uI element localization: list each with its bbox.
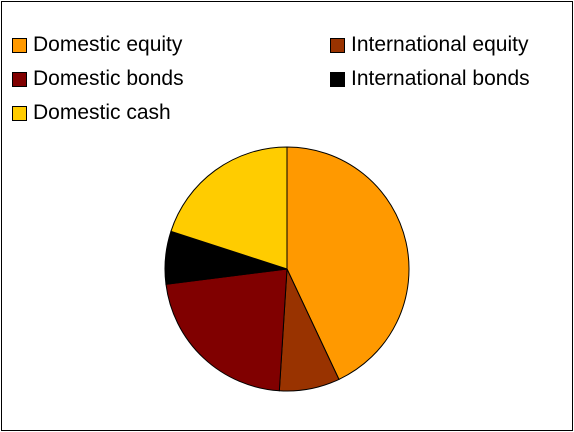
legend-label: International equity [351, 33, 529, 56]
pie-slice-domestic-equity [286, 146, 410, 381]
legend-swatch [12, 105, 27, 121]
legend-swatch [330, 37, 345, 53]
legend-label: International bonds [351, 67, 530, 90]
pie-slice-domestic-cash [170, 146, 288, 270]
legend-label: Domestic equity [33, 33, 183, 56]
legend-item-international-equity: International equity [330, 33, 528, 57]
legend-swatch [12, 37, 27, 53]
legend-item-international-bonds: International bonds [330, 67, 530, 91]
legend-item-domestic-equity: Domestic equity [12, 33, 182, 57]
pie-slice-domestic-bonds [165, 268, 288, 392]
legend-swatch [12, 71, 27, 87]
legend-label: Domestic bonds [33, 67, 184, 90]
legend-label: Domestic cash [33, 101, 171, 124]
legend-swatch [330, 71, 345, 87]
legend-item-domestic-bonds: Domestic bonds [12, 67, 184, 91]
legend-item-domestic-cash: Domestic cash [12, 101, 171, 125]
